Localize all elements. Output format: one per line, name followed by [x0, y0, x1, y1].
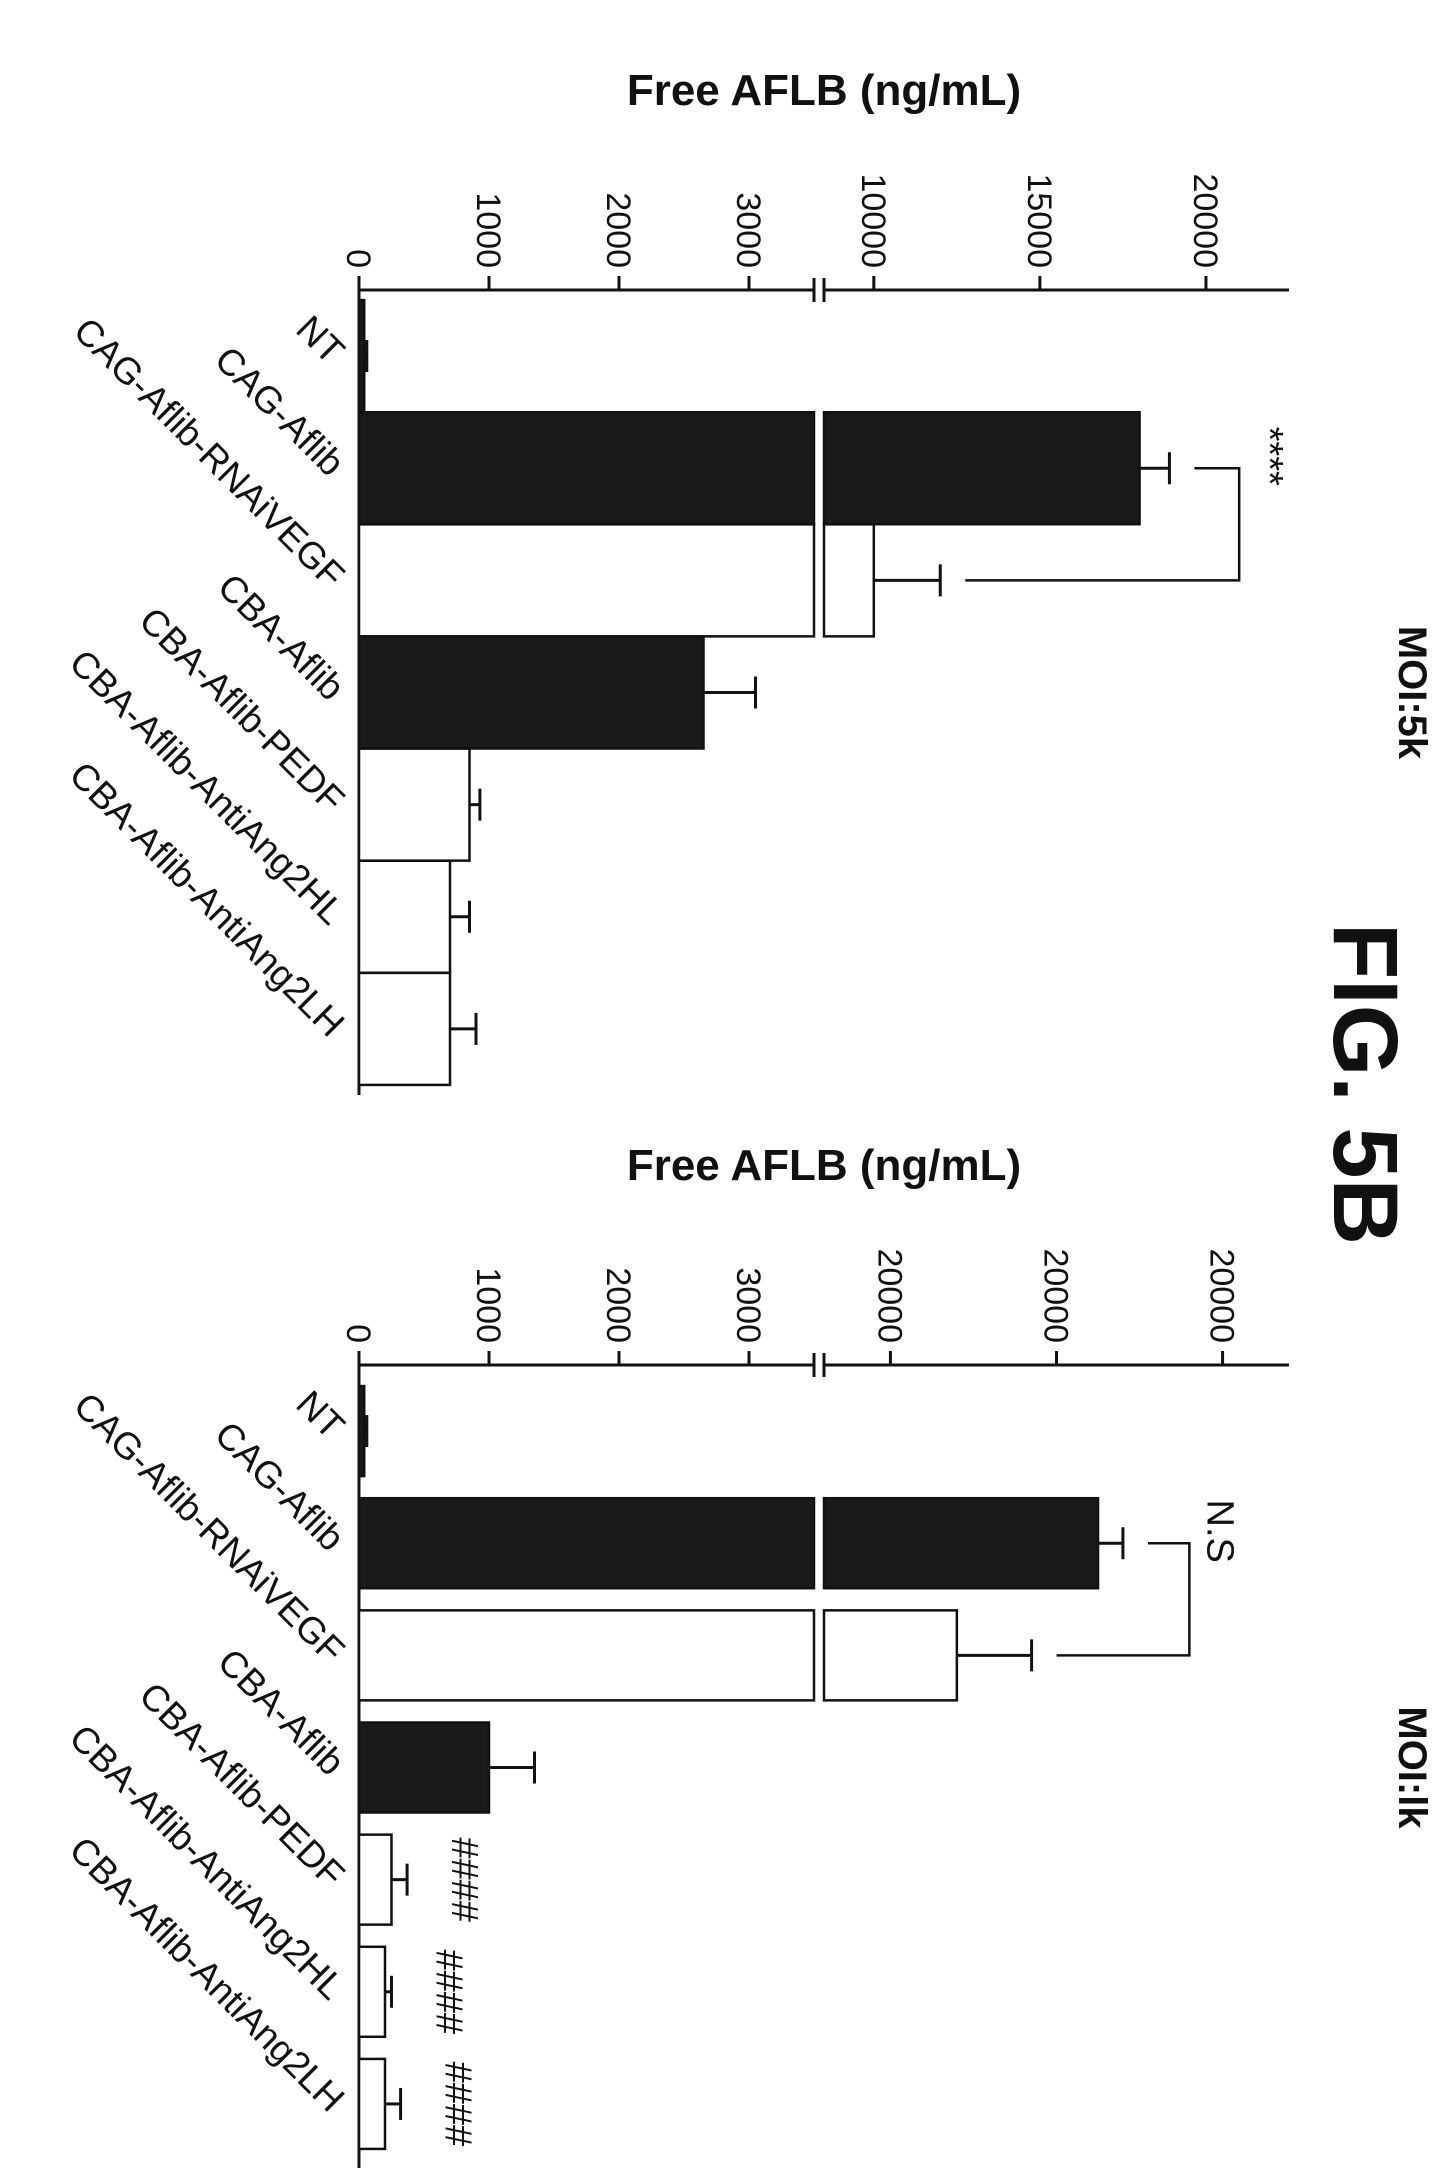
panel-title: MOI:lk — [1390, 1706, 1434, 1829]
bar — [357, 635, 705, 750]
bar-significance-mark: #### — [443, 1837, 485, 1922]
y-tick-label: 15000 — [1020, 173, 1058, 268]
bar — [822, 410, 1141, 526]
y-tick-label: 10000 — [854, 173, 892, 268]
category-label: NT — [288, 308, 352, 372]
y-tick-label: 1000 — [469, 192, 507, 268]
bar-lower-segment — [357, 410, 816, 526]
y-axis-label: Free AFLB (ng/mL) — [627, 66, 1021, 115]
bar — [357, 859, 452, 975]
figure-title: FIG. 5B — [1314, 923, 1416, 1245]
y-tick-label: 20000 — [870, 1248, 908, 1343]
bar — [357, 1945, 387, 2039]
significance-bracket — [1056, 1541, 1191, 1657]
bar — [357, 1384, 366, 1478]
bar — [357, 1721, 491, 1814]
y-tick-label: 20000 — [1037, 1248, 1075, 1343]
bar — [357, 2057, 387, 2151]
significance-bracket — [965, 466, 1241, 582]
y-tick-label: 0 — [339, 249, 377, 268]
bar-significance-mark: #### — [428, 1950, 470, 2035]
significance-label: **** — [1248, 427, 1290, 486]
y-tick-label: 1000 — [469, 1267, 507, 1343]
bar-lower-segment — [357, 1496, 816, 1590]
bar — [357, 747, 471, 862]
bar-lower-segment — [357, 523, 816, 638]
category-label: NT — [288, 1383, 352, 1447]
y-tick-label: 2000 — [599, 192, 637, 268]
bar — [822, 523, 876, 638]
bar-lower-segment — [357, 1609, 816, 1702]
category-label: CBA-Aflib-PEDF — [131, 1674, 352, 1895]
bar — [357, 1833, 393, 1926]
y-tick-label: 2000 — [599, 1267, 637, 1343]
bar — [822, 1609, 959, 1702]
significance-label: N.S — [1198, 1500, 1240, 1563]
y-tick-label: 20000 — [1186, 173, 1224, 268]
panel-moi-5k: MOI:5k Free AFLB (ng/mL) 0 1000 2000 3000 1000… — [62, 66, 1434, 1095]
bar — [822, 1496, 1100, 1590]
y-tick-label: 3000 — [729, 1267, 767, 1343]
category-label: CBA-Aflib-PEDF — [131, 599, 352, 820]
panel-moi-1k: MOI:lk Free AFLB (ng/mL) 0 1000 2000 3000 2000… — [62, 1141, 1434, 2168]
y-tick-label: 0 — [339, 1324, 377, 1343]
bar — [357, 298, 366, 414]
bar — [357, 971, 452, 1087]
bar-significance-mark: #### — [437, 2062, 479, 2147]
panel-title: MOI:5k — [1390, 626, 1434, 760]
y-tick-label: 20000 — [1203, 1248, 1241, 1343]
y-axis-label: Free AFLB (ng/mL) — [627, 1141, 1021, 1190]
y-tick-label: 3000 — [729, 192, 767, 268]
